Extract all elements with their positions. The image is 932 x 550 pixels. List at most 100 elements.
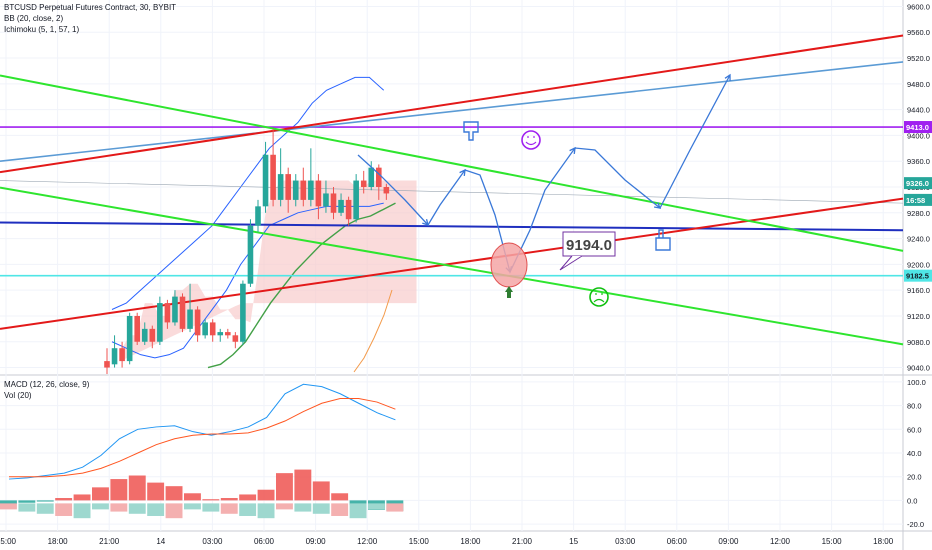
candle-body [209,322,216,336]
price-tick-label: 9520.0 [907,54,930,63]
volume-bar [0,503,17,510]
macd-line [8,383,396,480]
price-tick-label: 9560.0 [907,28,930,37]
macd-histogram-bar [147,482,165,501]
price-callout-tail [559,255,583,271]
volume-bar [386,503,404,512]
price-badge-9182: 9182.5 [906,272,929,281]
macd-histogram-bar [220,498,238,501]
ichimoku-indicator-label: Ichimoku (5, 1, 57, 1) [4,25,80,34]
lower-pane-legend: MACD (12, 26, close, 9) Vol (20) [4,379,89,401]
time-tick-label: 15 [569,537,578,546]
price-tick-label: 9160.0 [907,286,930,295]
price-badge-time-bg [904,193,932,206]
candle-body [285,174,291,200]
candle-body [225,332,231,336]
macd-histogram-bar [184,493,201,501]
candle-body [360,180,367,187]
arrowhead [569,146,576,155]
time-tick-label: 18:00 [460,537,481,546]
signal-line [9,398,396,478]
time-tick-label: 15:00 [822,537,843,546]
volume-bar [220,503,238,514]
volume-bar [18,503,36,512]
candle-body [292,180,299,200]
ichimoku-lagging-line [353,289,393,373]
time-tick-label: 18:00 [873,537,894,546]
candle-body [126,315,133,362]
macd-histogram-bar [312,481,330,501]
price-tick-label: 9200.0 [907,260,930,269]
price-tick-label: 9360.0 [907,157,930,166]
volume-bar [55,503,73,516]
volume-bar [202,503,220,512]
green-upper-trendline [0,74,904,252]
time-tick-label: 21:00 [512,537,533,546]
arrowhead [459,168,466,177]
smiley-eye [533,136,535,138]
candle-body [240,283,246,342]
volume-bar [110,503,128,512]
time-axis-layer: 15:00 18:00 21:00 14 03:00 06:00 09:00 12:00 15:… [0,537,894,546]
price-callout-text: 9194.0 [566,237,612,254]
macd-tick-label: 0.0 [907,496,917,505]
price-badge-9326-bg [904,177,932,190]
arrowhead [422,219,429,226]
volume-bar [184,503,201,510]
price-badge-time: 16:58 [906,196,925,205]
chart-legend: BTCUSD Perpetual Futures Contract, 30, B… [4,2,176,35]
candle-body [111,348,118,365]
price-tick-label: 9240.0 [907,235,930,244]
macd-tick-label: 100.0 [907,378,926,387]
green-up-arrow [505,286,513,298]
volume-bar [147,503,165,516]
macd-histogram-bar [349,500,367,506]
candle-body [255,206,261,226]
smiley-mouth [525,141,537,146]
thumbs-up-icon [655,229,671,251]
trendlines-layer[interactable] [0,34,904,346]
lightblue-trendline [0,61,904,163]
macd-histogram-bar [18,500,36,503]
price-tick-label: 9400.0 [907,131,930,140]
macd-histogram-bar [92,487,109,501]
candle-body [308,180,314,200]
candles-layer [104,128,390,374]
volume-bar [165,503,183,519]
price-badge-9182-bg [904,269,932,282]
candle-body [141,328,148,342]
price-badge-9413-bg [904,121,932,134]
macd-histogram-bar [73,494,91,501]
price-badge-9326: 9326.0 [906,179,929,188]
candle-body [247,225,254,284]
macd-tick-label: 80.0 [907,402,922,411]
volume-bar [331,503,349,516]
candle-body [194,309,201,336]
kijun-line-layer [207,202,396,369]
time-tick-label: 03:00 [202,537,223,546]
price-tick-label: 9040.0 [907,364,930,373]
thin-level-line [0,180,904,204]
candle-body [134,315,140,342]
arrowhead [653,202,662,209]
price-tick-label: 9280.0 [907,209,930,218]
time-tick-label: 06:00 [667,537,688,546]
thumbs-down-icon [463,121,479,141]
macd-histogram-bar [202,499,220,501]
candle-body [368,167,375,187]
volume-bar [257,503,275,519]
price-callout-box [562,231,616,257]
frowny-mouth [593,298,605,303]
candle-body [277,174,284,200]
candle-body [164,303,171,323]
volume-bar [36,503,54,514]
red-lower-trendline [0,197,904,330]
macd-histogram-bar [110,479,128,501]
candle-body [262,154,269,207]
blue-level-line [0,221,904,232]
drawings-layer[interactable]: 9194.0 [357,73,731,307]
volume-bar [312,503,330,514]
red-upper-trendline [0,34,904,174]
candle-body [217,332,224,336]
